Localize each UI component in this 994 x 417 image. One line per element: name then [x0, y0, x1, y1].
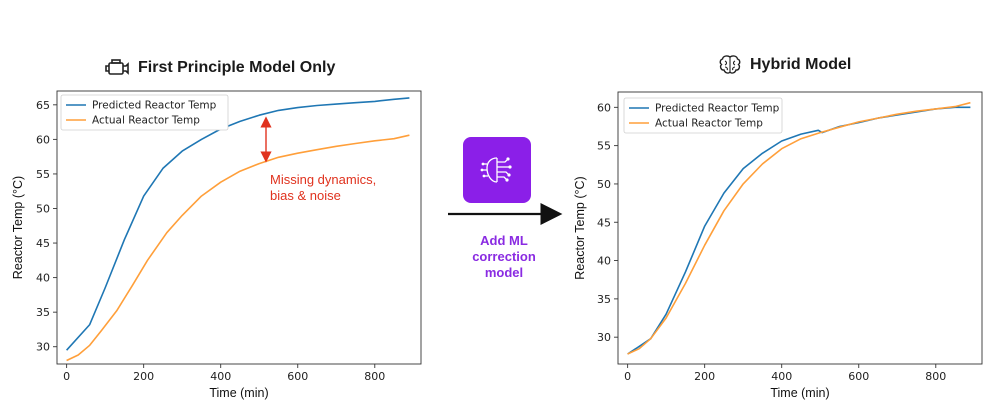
y-tick-label: 50 [36, 202, 50, 215]
x-tick-label: 800 [364, 370, 385, 383]
mid-label-line-3: model [484, 265, 524, 280]
y-tick-label: 40 [36, 272, 50, 285]
plot-frame [56, 90, 422, 365]
x-tick-label: 200 [133, 370, 154, 383]
left-panel-title-text: First Principle Model Only [138, 59, 336, 76]
annotation-line-2: bias & noise [270, 188, 341, 203]
mid-label-line-2: correction [472, 249, 536, 264]
actual-series-line [66, 134, 410, 362]
y-axis-label: Reactor Temp (°C) [11, 176, 25, 279]
x-tick-label: 400 [210, 370, 231, 383]
annotation-line-1: Missing dynamics, [270, 172, 377, 187]
right-panel-title-text: Hybrid Model [750, 56, 852, 73]
ml-correction-label: Add ML correction model [456, 233, 552, 281]
left-panel-title: First Principle Model Only [104, 58, 335, 78]
legend-entry: Predicted Reactor Temp [92, 100, 217, 112]
y-tick-label: 30 [36, 341, 50, 354]
x-tick-label: 600 [287, 370, 308, 383]
ml-chip-box [463, 137, 531, 203]
y-tick-label: 35 [36, 306, 50, 319]
y-tick-label: 55 [36, 168, 50, 181]
y-tick-label: 60 [36, 133, 50, 146]
y-tick-label: 45 [36, 237, 50, 250]
y-tick-label: 65 [36, 99, 50, 112]
engine-icon [105, 59, 129, 75]
x-tick-label: 0 [63, 370, 70, 383]
legend-entry: Actual Reactor Temp [92, 115, 200, 127]
legend-box [60, 94, 229, 131]
x-axis-label: Time (min) [209, 386, 268, 400]
mid-label-line-1: Add ML [480, 233, 528, 248]
brain-icon [719, 55, 741, 74]
predicted-series-line [66, 97, 410, 351]
right-panel-title: Hybrid Model [718, 54, 851, 76]
circuit-chip-icon [480, 157, 512, 183]
gap-annotation: Missing dynamics, bias & noise [270, 172, 376, 204]
